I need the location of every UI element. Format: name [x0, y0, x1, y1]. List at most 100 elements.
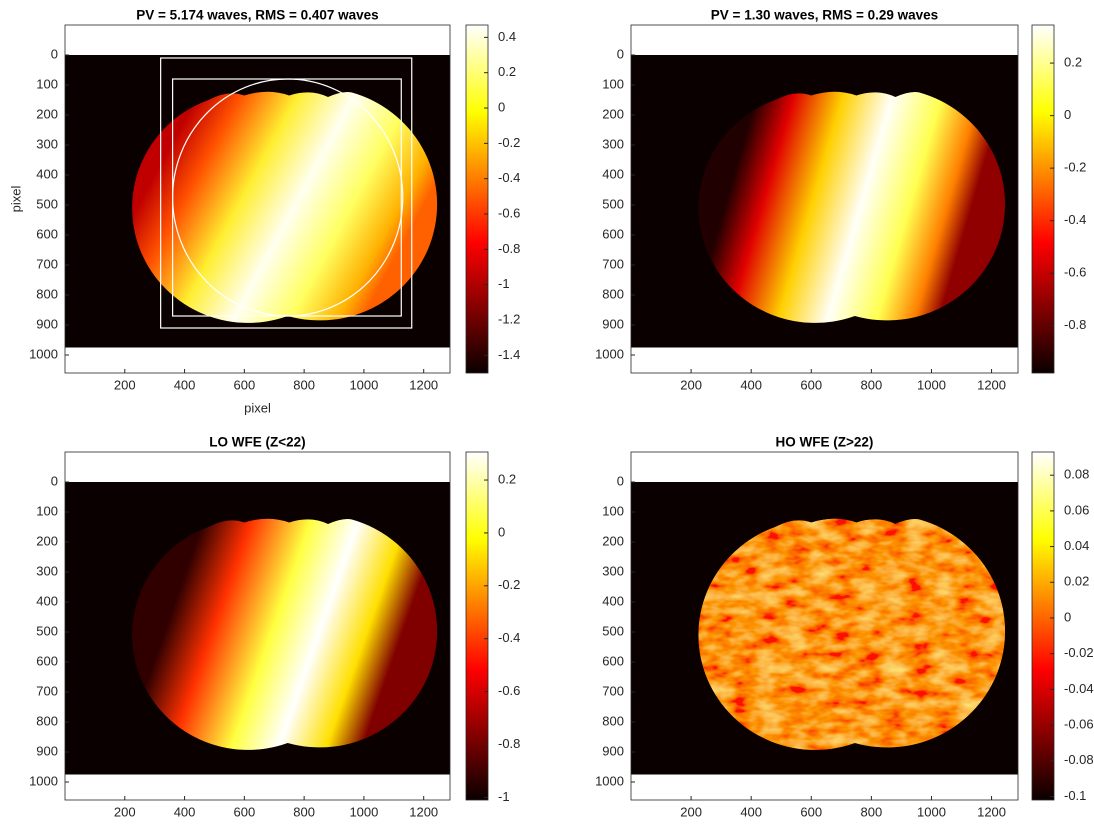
- x-tick-label: 1000: [917, 377, 946, 392]
- x-tick-label: 400: [740, 377, 762, 392]
- colorbar-tick-label: -0.08: [1064, 752, 1094, 767]
- overlay-circle: [172, 78, 404, 317]
- colorbar-tick-label: -0.2: [498, 577, 520, 592]
- x-tick-label: 800: [861, 377, 883, 392]
- colorbar-tick-label: -0.4: [1064, 212, 1086, 227]
- colorbar-tick-label: -0.02: [1064, 645, 1094, 660]
- y-tick-label: 600: [602, 653, 624, 668]
- colorbar-tick-label: 0.04: [1064, 538, 1089, 553]
- colorbar-tick-label: -0.6: [1064, 265, 1086, 280]
- y-tick-label: 1000: [29, 346, 58, 361]
- colorbar-tick-label: 0.02: [1064, 574, 1089, 589]
- y-tick-label: 400: [36, 593, 58, 608]
- y-tick-label: 300: [602, 136, 624, 151]
- chart-title: HO WFE (Z>22): [776, 435, 874, 450]
- colorbar-frame: [465, 451, 489, 801]
- wavefront-texture: [698, 518, 1006, 750]
- x-tick-label: 600: [800, 377, 822, 392]
- y-tick-label: 700: [36, 256, 58, 271]
- x-tick-label: 400: [174, 804, 196, 819]
- colorbar-tick-label: 0.4: [498, 29, 516, 44]
- x-tick-label: 600: [800, 804, 822, 819]
- y-tick-label: 600: [36, 226, 58, 241]
- colorbar-tick-label: -0.2: [1064, 160, 1086, 175]
- colorbar-tick-label: -0.8: [1064, 317, 1086, 332]
- colorbar: [1032, 452, 1054, 800]
- subplot: 200 400 600 800 1000 1200 0 100 200 300 400 500 600 7…: [595, 8, 1086, 393]
- y-tick-label: 900: [602, 743, 624, 758]
- axes-frame: [630, 24, 1019, 374]
- x-tick-label: 1200: [409, 377, 438, 392]
- colorbar-tick-label: 0.08: [1064, 467, 1089, 482]
- image: [65, 55, 450, 348]
- y-tick-label: 100: [602, 76, 624, 91]
- colorbar: [1032, 25, 1054, 373]
- y-tick-label: 100: [36, 76, 58, 91]
- colorbar: [466, 452, 488, 800]
- y-tick-label: 500: [36, 196, 58, 211]
- colorbar-tick-label: 0: [498, 524, 505, 539]
- colorbar-tick-label: -1: [498, 276, 510, 291]
- colorbar-tick-label: -1.2: [498, 311, 520, 326]
- image-content: [631, 482, 1018, 775]
- colorbar-frame: [465, 24, 489, 374]
- colorbar-tick-label: -1: [498, 789, 510, 804]
- x-tick-label: 1000: [349, 377, 378, 392]
- y-tick-label: 400: [602, 593, 624, 608]
- colorbar-tick-label: -0.6: [498, 205, 520, 220]
- colorbar-tick-label: -0.6: [498, 683, 520, 698]
- subplot: 200 400 600 800 1000 1200 0 100 200 300 400 500 600 7…: [29, 435, 520, 820]
- colorbar-tick-label: 0: [1064, 609, 1071, 624]
- y-axis-label: pixel: [8, 186, 23, 213]
- colorbar-frame: [1031, 24, 1055, 374]
- x-tick-label: 200: [114, 377, 136, 392]
- y-tick-label: 100: [36, 503, 58, 518]
- y-tick-label: 800: [36, 286, 58, 301]
- y-tick-label: 300: [602, 563, 624, 578]
- x-tick-label: 800: [861, 804, 883, 819]
- colorbar-tick-label: 0: [1064, 107, 1071, 122]
- colorbar: [466, 25, 488, 373]
- colorbar-tick-label: 0.2: [498, 64, 516, 79]
- y-tick-label: 1000: [29, 773, 58, 788]
- y-tick-label: 100: [602, 503, 624, 518]
- x-tick-label: 200: [680, 377, 702, 392]
- axes-frame: [64, 24, 451, 374]
- x-tick-label: 1000: [917, 804, 946, 819]
- x-tick-label: 800: [293, 377, 315, 392]
- colorbar-tick-label: -0.1: [1064, 788, 1086, 803]
- colorbar-tick-label: 0.06: [1064, 502, 1089, 517]
- y-tick-label: 1000: [595, 773, 624, 788]
- x-axis-label: pixel: [244, 400, 271, 415]
- image: [631, 55, 1018, 348]
- chart-title: PV = 5.174 waves, RMS = 0.407 waves: [136, 8, 378, 23]
- y-tick-label: 400: [602, 166, 624, 181]
- image-content: [65, 482, 450, 775]
- y-tick-label: 200: [36, 533, 58, 548]
- subplot: 200 400 600 800 1000 1200 0 100 200 300 400 500 600 7…: [595, 435, 1094, 820]
- y-tick-label: 200: [36, 106, 58, 121]
- x-tick-label: 200: [114, 804, 136, 819]
- colorbar-tick-label: -0.04: [1064, 681, 1094, 696]
- y-tick-label: 0: [51, 473, 58, 488]
- y-tick-label: 500: [602, 623, 624, 638]
- y-tick-label: 800: [36, 713, 58, 728]
- colorbar-tick-label: -0.2: [498, 135, 520, 150]
- x-tick-label: 1200: [977, 377, 1006, 392]
- y-tick-label: 800: [602, 713, 624, 728]
- y-tick-label: 200: [602, 106, 624, 121]
- y-tick-label: 900: [602, 316, 624, 331]
- x-tick-label: 1200: [977, 804, 1006, 819]
- x-tick-label: 400: [174, 377, 196, 392]
- y-tick-label: 0: [51, 46, 58, 61]
- y-tick-label: 900: [36, 316, 58, 331]
- colorbar-tick-label: 0.2: [498, 471, 516, 486]
- y-tick-label: 400: [36, 166, 58, 181]
- axes-frame: [630, 451, 1019, 801]
- y-tick-label: 700: [36, 683, 58, 698]
- colorbar-frame: [1031, 451, 1055, 801]
- colorbar-tick-label: -0.4: [498, 630, 520, 645]
- y-tick-label: 600: [36, 653, 58, 668]
- colorbar-tick-label: -0.4: [498, 170, 520, 185]
